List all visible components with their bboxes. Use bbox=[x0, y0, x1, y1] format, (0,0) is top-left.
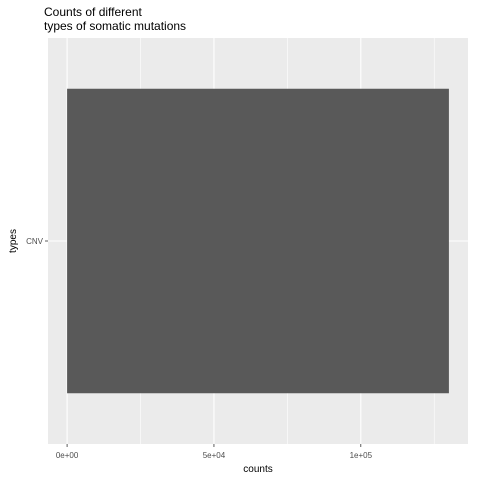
chart-title-line-2: types of somatic mutations bbox=[44, 19, 186, 33]
x-tick-label: 0e+00 bbox=[56, 451, 79, 460]
y-tick-label: CNV bbox=[26, 237, 44, 246]
axis-ticks: 0e+00 5e+04 1e+05 CNV bbox=[26, 237, 372, 460]
bars bbox=[67, 88, 449, 394]
y-axis-title: types bbox=[8, 229, 19, 253]
x-axis-title: counts bbox=[243, 464, 272, 475]
x-tick-label: 5e+04 bbox=[203, 451, 226, 460]
x-tick-label: 1e+05 bbox=[350, 451, 373, 460]
chart-title-line-1: Counts of different bbox=[44, 5, 143, 19]
bar-cnv bbox=[67, 88, 449, 394]
